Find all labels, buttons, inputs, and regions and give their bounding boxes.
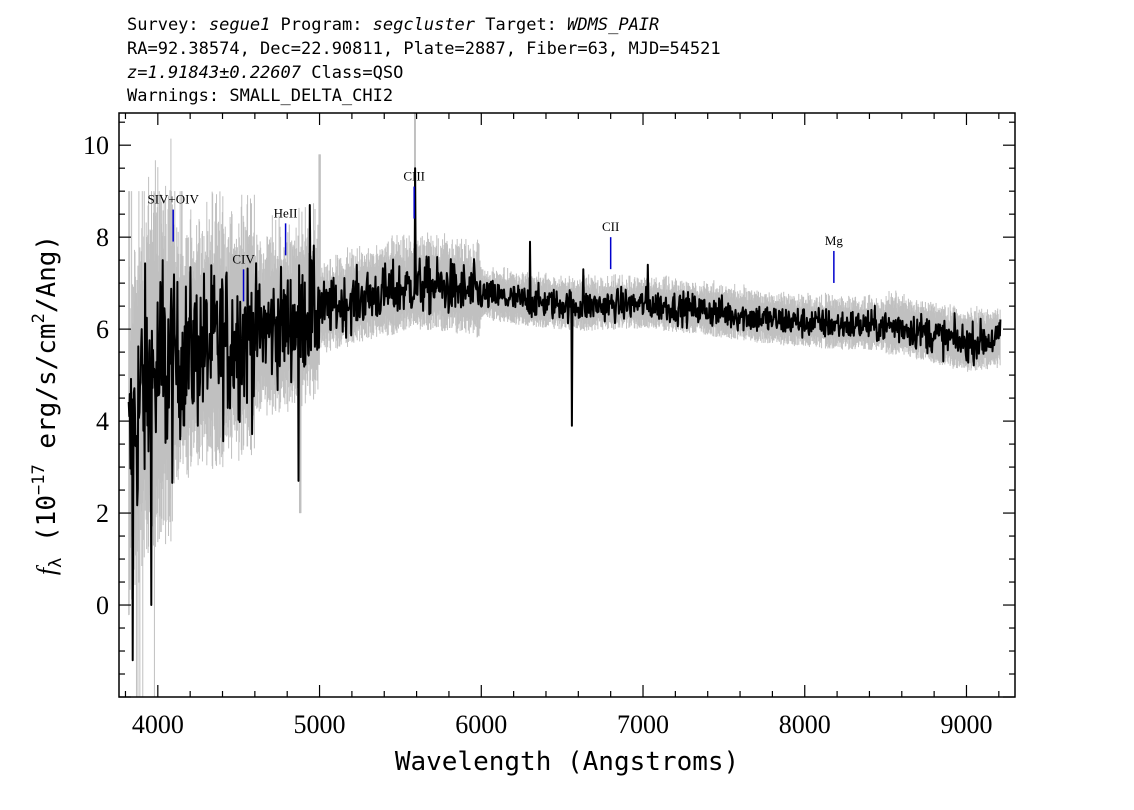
emission-line-label: HeII	[274, 205, 298, 220]
y-tick-label: 4	[96, 407, 109, 436]
x-tick-label: 6000	[455, 710, 507, 739]
emission-line-markers: SIV+OIV CIV HeII CIII CII Mg	[147, 169, 843, 302]
flux-line	[127, 167, 1002, 662]
y-axis-title: fλ (10−17 erg/s/cm2/Ang)	[29, 235, 66, 575]
flux-series	[127, 167, 1002, 662]
emission-line-label: CIII	[403, 169, 425, 184]
x-tick-label: 9000	[940, 710, 992, 739]
y-tick-label: 0	[96, 591, 109, 620]
y-tick-label: 8	[96, 223, 109, 252]
x-tick-label: 7000	[617, 710, 669, 739]
y-tick-label: 10	[83, 131, 109, 160]
emission-line-label: SIV+OIV	[147, 192, 199, 207]
y-tick-label: 2	[96, 499, 109, 528]
header-line-1: Survey: segue1 Program: segcluster Targe…	[127, 15, 659, 35]
plot-frame	[118, 112, 1016, 698]
header-line-4: Warnings: SMALL_DELTA_CHI2	[127, 86, 393, 106]
x-tick-labels: 4000 5000 6000 7000 8000 9000	[132, 710, 993, 739]
x-tick-label: 8000	[779, 710, 831, 739]
x-tick-label: 4000	[132, 710, 184, 739]
axis-ticks	[119, 113, 1015, 698]
y-tick-label: 6	[96, 315, 109, 344]
x-axis-title: Wavelength (Angstroms)	[395, 747, 739, 777]
header-line-2: RA=92.38574, Dec=22.90811, Plate=2887, F…	[127, 39, 721, 59]
emission-line-label: CII	[602, 219, 619, 234]
header-line-3: z=1.91843±0.22607 Class=QSO	[127, 63, 403, 83]
emission-line-label: Mg	[825, 233, 844, 248]
emission-line-label: CIV	[232, 251, 255, 266]
noise-series	[128, 113, 1001, 697]
x-tick-label: 5000	[294, 710, 346, 739]
y-tick-labels: 0 2 4 6 8 10	[83, 131, 109, 620]
